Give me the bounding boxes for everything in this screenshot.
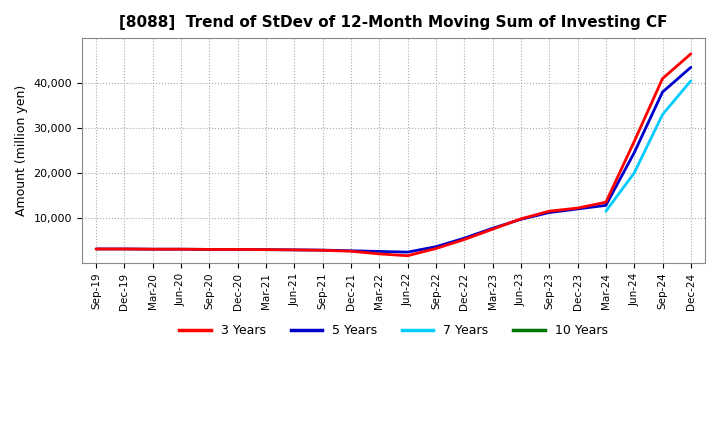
3 Years [120, 246, 129, 252]
5 Years [686, 65, 695, 70]
5 Years [375, 249, 384, 254]
3 Years [403, 253, 412, 258]
3 Years [233, 247, 242, 252]
Title: [8088]  Trend of StDev of 12-Month Moving Sum of Investing CF: [8088] Trend of StDev of 12-Month Moving… [120, 15, 667, 30]
3 Years [658, 76, 667, 81]
7 Years [601, 209, 610, 214]
3 Years [573, 205, 582, 211]
3 Years [375, 251, 384, 257]
5 Years [545, 210, 554, 215]
3 Years [460, 237, 469, 242]
7 Years [630, 170, 639, 176]
3 Years [148, 246, 157, 252]
3 Years [630, 139, 639, 144]
5 Years [148, 246, 157, 252]
5 Years [261, 247, 270, 252]
3 Years [261, 247, 270, 252]
Line: 7 Years: 7 Years [606, 81, 690, 211]
5 Years [120, 246, 129, 252]
Line: 3 Years: 3 Years [96, 54, 690, 256]
3 Years [686, 51, 695, 56]
5 Years [516, 216, 525, 222]
Y-axis label: Amount (million yen): Amount (million yen) [15, 85, 28, 216]
7 Years [686, 78, 695, 84]
3 Years [346, 249, 355, 254]
5 Years [290, 247, 299, 253]
3 Years [516, 216, 525, 221]
3 Years [431, 246, 440, 251]
3 Years [176, 246, 185, 252]
3 Years [545, 209, 554, 214]
5 Years [205, 247, 214, 252]
5 Years [176, 246, 185, 252]
3 Years [91, 246, 100, 252]
Line: 5 Years: 5 Years [96, 67, 690, 252]
5 Years [233, 247, 242, 252]
5 Years [630, 150, 639, 155]
5 Years [658, 89, 667, 95]
5 Years [346, 248, 355, 253]
5 Years [601, 203, 610, 208]
7 Years [658, 112, 667, 117]
5 Years [91, 246, 100, 252]
Legend: 3 Years, 5 Years, 7 Years, 10 Years: 3 Years, 5 Years, 7 Years, 10 Years [174, 319, 613, 342]
3 Years [205, 247, 214, 252]
3 Years [290, 247, 299, 253]
5 Years [431, 244, 440, 249]
5 Years [488, 226, 497, 231]
3 Years [318, 248, 327, 253]
5 Years [318, 247, 327, 253]
3 Years [601, 200, 610, 205]
5 Years [573, 206, 582, 212]
5 Years [460, 235, 469, 241]
3 Years [488, 227, 497, 232]
5 Years [403, 249, 412, 255]
